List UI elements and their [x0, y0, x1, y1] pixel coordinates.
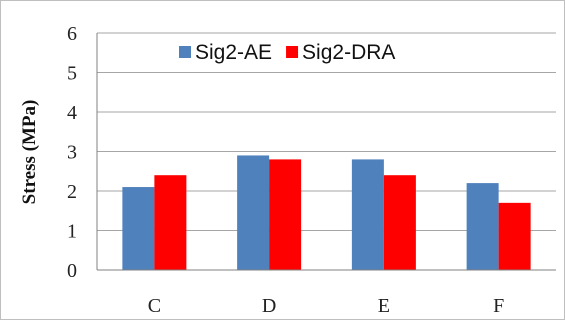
y-tick-label: 5	[67, 63, 77, 85]
legend-label: Sig2-DRA	[302, 41, 395, 64]
legend: Sig2-AE Sig2-DRA	[179, 41, 395, 64]
y-tick-label: 4	[67, 102, 77, 124]
bar-sig2-dra-f	[498, 202, 531, 270]
x-tick-labels: C D E F	[148, 295, 504, 317]
y-tick-labels: 0 1 2 3 4 5 6	[67, 23, 77, 282]
y-tick-label: 3	[67, 142, 77, 164]
x-tick-label: F	[493, 295, 504, 317]
y-tick-label: 0	[67, 260, 77, 282]
bar-sig2-ae-f	[466, 183, 499, 270]
y-tick-label: 6	[67, 23, 77, 45]
x-tick-label: C	[148, 295, 161, 317]
y-tick-label: 1	[67, 221, 77, 243]
y-axis-title: Stress (MPa)	[19, 100, 40, 205]
bar-sig2-dra-d	[269, 159, 302, 270]
bar-sig2-ae-e	[351, 159, 384, 270]
bar-sig2-dra-e	[383, 175, 416, 270]
y-tick-label: 2	[67, 181, 77, 203]
axes	[96, 33, 556, 271]
bars	[122, 155, 531, 270]
legend-swatch	[179, 46, 191, 58]
bar-sig2-ae-d	[237, 155, 270, 270]
bar-sig2-dra-c	[154, 175, 187, 270]
bar-sig2-ae-c	[122, 187, 155, 270]
x-tick-label: D	[262, 295, 276, 317]
legend-swatch	[286, 46, 299, 58]
x-tick-label: E	[378, 295, 390, 317]
legend-label: Sig2-AE	[195, 41, 272, 64]
